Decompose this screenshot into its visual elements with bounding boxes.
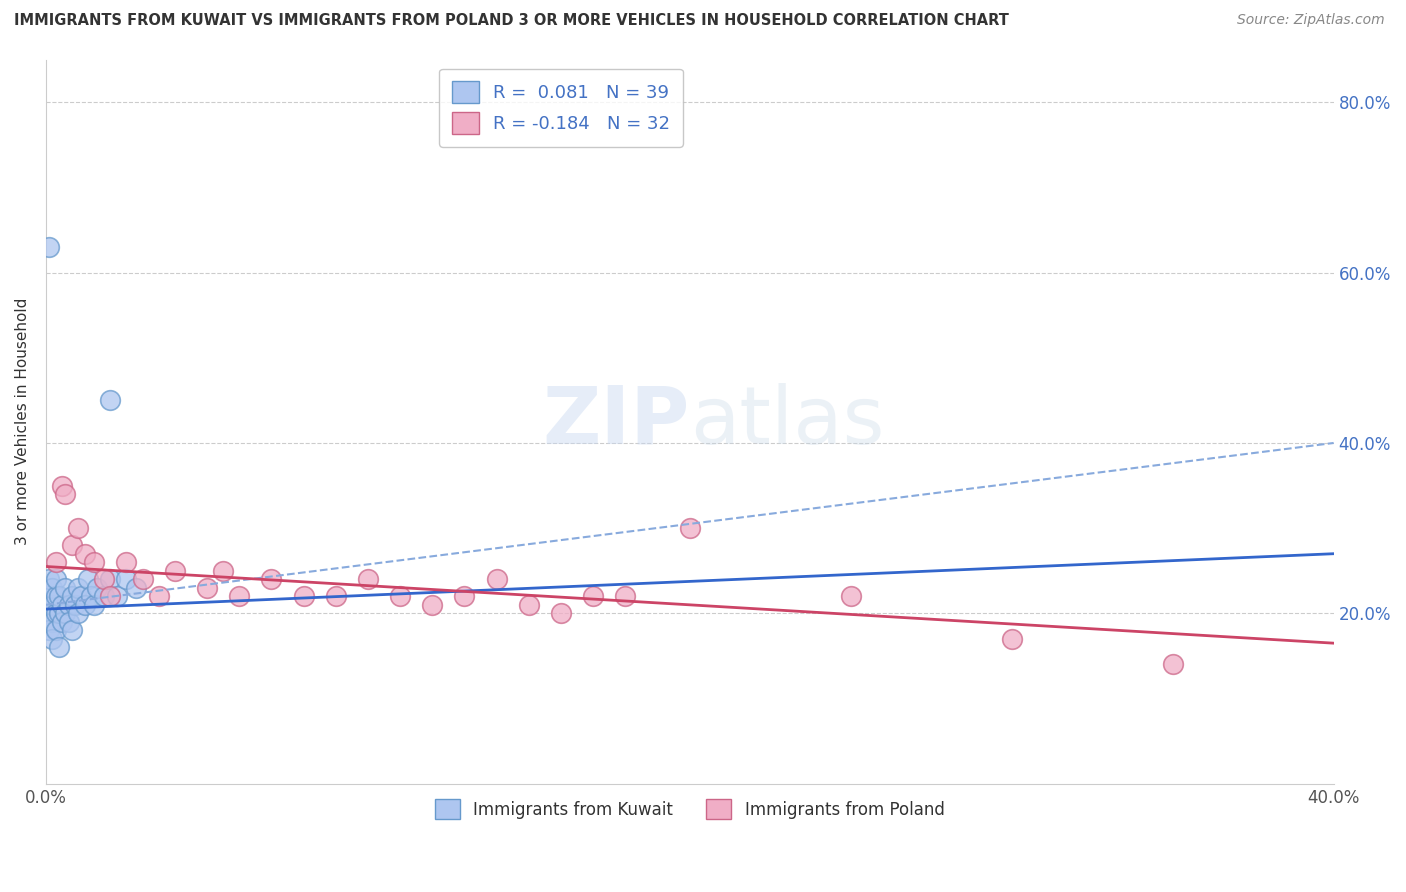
Point (115, 572, 138, 586)
Point (63, 598, 86, 612)
Point (53, 487, 76, 501)
Point (212, 564, 235, 578)
Point (60, 538, 83, 552)
Point (73, 598, 96, 612)
Point (51, 598, 73, 612)
Point (195, 581, 218, 595)
Point (163, 564, 186, 578)
Point (839, 590, 862, 604)
Point (51, 615, 73, 629)
Point (357, 572, 380, 586)
Point (76, 572, 98, 586)
Point (70, 590, 93, 604)
Point (41, 615, 63, 629)
Point (45, 555, 67, 569)
Point (80, 590, 103, 604)
Point (98, 393, 121, 408)
Point (98, 572, 121, 586)
Point (41, 632, 63, 646)
Point (105, 590, 128, 604)
Point (67, 607, 90, 621)
Point (48, 640, 70, 655)
Point (550, 607, 572, 621)
Point (83, 555, 105, 569)
Point (38, 572, 60, 586)
Point (93, 590, 115, 604)
Point (45, 572, 67, 586)
Point (679, 521, 702, 535)
Y-axis label: 3 or more Vehicles in Household: 3 or more Vehicles in Household (15, 298, 30, 545)
Point (292, 590, 315, 604)
Point (48, 607, 70, 621)
Point (453, 590, 475, 604)
Point (260, 572, 283, 586)
Text: Source: ZipAtlas.com: Source: ZipAtlas.com (1237, 13, 1385, 28)
Point (48, 590, 70, 604)
Point (148, 590, 170, 604)
Point (83, 598, 105, 612)
Point (67, 581, 90, 595)
Point (517, 598, 540, 612)
Point (582, 590, 605, 604)
Point (485, 572, 508, 586)
Point (53, 607, 76, 621)
Point (131, 572, 153, 586)
Text: ZIP: ZIP (543, 383, 690, 460)
Point (228, 590, 250, 604)
Point (325, 590, 347, 604)
Point (58, 598, 80, 612)
Point (73, 547, 96, 561)
Text: IMMIGRANTS FROM KUWAIT VS IMMIGRANTS FROM POLAND 3 OR MORE VEHICLES IN HOUSEHOLD: IMMIGRANTS FROM KUWAIT VS IMMIGRANTS FRO… (14, 13, 1010, 29)
Point (38, 240, 60, 254)
Point (41, 581, 63, 595)
Point (58, 615, 80, 629)
Point (115, 555, 138, 569)
Point (38, 607, 60, 621)
Point (60, 590, 83, 604)
Point (45, 607, 67, 621)
Point (60, 624, 83, 638)
Point (420, 598, 443, 612)
Point (125, 581, 148, 595)
Point (41, 598, 63, 612)
Text: atlas: atlas (690, 383, 884, 460)
Point (38, 590, 60, 604)
Point (98, 590, 121, 604)
Point (1001, 632, 1024, 646)
Point (1161, 657, 1184, 672)
Point (389, 590, 412, 604)
Point (38, 624, 60, 638)
Point (45, 624, 67, 638)
Point (93, 572, 115, 586)
Point (86, 581, 108, 595)
Point (67, 521, 90, 535)
Legend: Immigrants from Kuwait, Immigrants from Poland: Immigrants from Kuwait, Immigrants from … (429, 792, 952, 826)
Point (614, 590, 637, 604)
Point (53, 581, 76, 595)
Point (51, 478, 73, 492)
Point (45, 590, 67, 604)
